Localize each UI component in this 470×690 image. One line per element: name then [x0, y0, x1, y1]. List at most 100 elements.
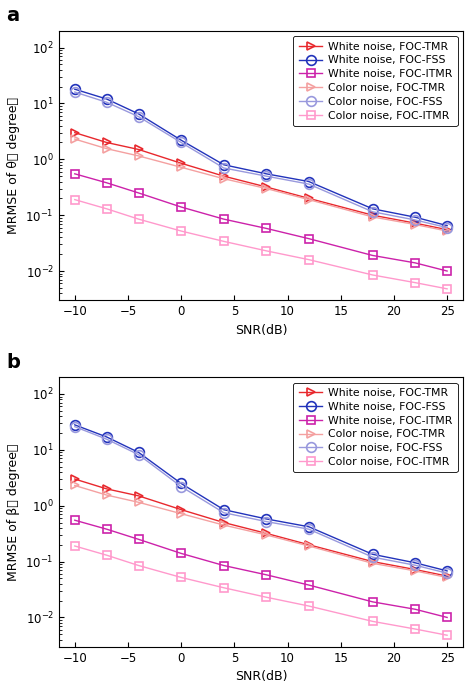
White noise, FOC-TMR [136, 492, 141, 500]
Legend: White noise, FOC-TMR, White noise, FOC-FSS, White noise, FOC-ITMR, Color noise, : White noise, FOC-TMR, White noise, FOC-F… [293, 36, 458, 126]
White noise, FOC-ITMR [104, 179, 110, 187]
Color noise, FOC-FSS [136, 451, 141, 459]
White noise, FOC-FSS [306, 522, 312, 531]
White noise, FOC-TMR [104, 139, 110, 147]
White noise, FOC-TMR [72, 475, 78, 483]
White noise, FOC-ITMR [178, 203, 184, 211]
White noise, FOC-TMR [221, 172, 227, 180]
Color noise, FOC-FSS [370, 553, 376, 561]
Color noise, FOC-TMR [412, 220, 418, 228]
White noise, FOC-FSS [370, 205, 376, 213]
Color noise, FOC-ITMR [104, 205, 110, 213]
Line: White noise, FOC-FSS: White noise, FOC-FSS [70, 84, 452, 230]
Color noise, FOC-ITMR [136, 215, 141, 224]
Text: a: a [6, 6, 19, 26]
Color noise, FOC-TMR [412, 566, 418, 575]
White noise, FOC-TMR [412, 219, 418, 227]
Color noise, FOC-TMR [178, 509, 184, 518]
Color noise, FOC-ITMR [370, 618, 376, 626]
White noise, FOC-FSS [306, 177, 312, 186]
White noise, FOC-TMR [306, 540, 312, 549]
Color noise, FOC-ITMR [263, 247, 269, 255]
White noise, FOC-TMR [444, 226, 450, 234]
Color noise, FOC-ITMR [370, 271, 376, 279]
Color noise, FOC-FSS [370, 208, 376, 216]
White noise, FOC-ITMR [263, 224, 269, 233]
Color noise, FOC-ITMR [104, 551, 110, 560]
Line: White noise, FOC-TMR: White noise, FOC-TMR [70, 475, 451, 580]
Color noise, FOC-TMR [104, 144, 110, 152]
White noise, FOC-FSS [221, 506, 227, 514]
Color noise, FOC-TMR [104, 491, 110, 499]
Line: Color noise, FOC-FSS: Color noise, FOC-FSS [70, 422, 452, 578]
White noise, FOC-FSS [444, 566, 450, 575]
Color noise, FOC-ITMR [412, 625, 418, 633]
White noise, FOC-TMR [72, 128, 78, 137]
White noise, FOC-FSS [370, 550, 376, 558]
White noise, FOC-ITMR [444, 267, 450, 275]
White noise, FOC-ITMR [136, 189, 141, 197]
White noise, FOC-TMR [370, 211, 376, 219]
Color noise, FOC-TMR [178, 163, 184, 171]
Line: Color noise, FOC-ITMR: Color noise, FOC-ITMR [70, 542, 451, 640]
Color noise, FOC-ITMR [178, 573, 184, 582]
White noise, FOC-FSS [178, 136, 184, 144]
Color noise, FOC-ITMR [412, 279, 418, 287]
White noise, FOC-ITMR [72, 170, 78, 178]
Color noise, FOC-ITMR [306, 255, 312, 264]
White noise, FOC-FSS [263, 515, 269, 523]
White noise, FOC-TMR [136, 146, 141, 154]
Color noise, FOC-FSS [412, 216, 418, 224]
Color noise, FOC-FSS [72, 422, 78, 431]
Color noise, FOC-FSS [72, 88, 78, 96]
Color noise, FOC-FSS [444, 569, 450, 578]
Color noise, FOC-TMR [136, 498, 141, 506]
White noise, FOC-ITMR [72, 516, 78, 524]
White noise, FOC-ITMR [221, 215, 227, 224]
White noise, FOC-TMR [178, 159, 184, 168]
White noise, FOC-ITMR [306, 235, 312, 243]
X-axis label: SNR(dB): SNR(dB) [235, 324, 287, 337]
Line: White noise, FOC-FSS: White noise, FOC-FSS [70, 420, 452, 575]
White noise, FOC-TMR [412, 565, 418, 573]
Color noise, FOC-FSS [221, 509, 227, 517]
White noise, FOC-ITMR [370, 598, 376, 606]
White noise, FOC-ITMR [104, 525, 110, 533]
Color noise, FOC-ITMR [444, 631, 450, 640]
White noise, FOC-FSS [221, 161, 227, 169]
White noise, FOC-TMR [370, 558, 376, 566]
White noise, FOC-FSS [72, 421, 78, 429]
Color noise, FOC-FSS [412, 561, 418, 569]
White noise, FOC-ITMR [306, 581, 312, 589]
White noise, FOC-TMR [104, 485, 110, 493]
Legend: White noise, FOC-TMR, White noise, FOC-FSS, White noise, FOC-ITMR, Color noise, : White noise, FOC-TMR, White noise, FOC-F… [293, 382, 458, 473]
Line: Color noise, FOC-TMR: Color noise, FOC-TMR [70, 482, 451, 582]
Y-axis label: MRMSE of β（ degree）: MRMSE of β（ degree） [7, 443, 20, 580]
Color noise, FOC-TMR [72, 135, 78, 144]
Color noise, FOC-ITMR [221, 584, 227, 592]
Color noise, FOC-TMR [370, 213, 376, 221]
Color noise, FOC-ITMR [221, 237, 227, 246]
X-axis label: SNR(dB): SNR(dB) [235, 670, 287, 683]
White noise, FOC-FSS [136, 448, 141, 457]
Color noise, FOC-FSS [306, 180, 312, 188]
Line: Color noise, FOC-ITMR: Color noise, FOC-ITMR [70, 195, 451, 293]
Color noise, FOC-TMR [72, 482, 78, 490]
White noise, FOC-TMR [221, 518, 227, 526]
White noise, FOC-FSS [444, 221, 450, 230]
Color noise, FOC-TMR [263, 184, 269, 193]
Color noise, FOC-FSS [136, 112, 141, 121]
Color noise, FOC-ITMR [72, 542, 78, 550]
White noise, FOC-FSS [178, 480, 184, 488]
Color noise, FOC-TMR [136, 152, 141, 160]
Line: Color noise, FOC-FSS: Color noise, FOC-FSS [70, 87, 452, 233]
White noise, FOC-ITMR [444, 613, 450, 622]
Color noise, FOC-ITMR [136, 562, 141, 570]
Line: Color noise, FOC-TMR: Color noise, FOC-TMR [70, 135, 451, 235]
White noise, FOC-FSS [72, 85, 78, 93]
Color noise, FOC-TMR [306, 195, 312, 204]
Color noise, FOC-ITMR [178, 227, 184, 235]
Color noise, FOC-TMR [444, 227, 450, 235]
Line: White noise, FOC-TMR: White noise, FOC-TMR [70, 128, 451, 234]
Color noise, FOC-TMR [370, 559, 376, 567]
